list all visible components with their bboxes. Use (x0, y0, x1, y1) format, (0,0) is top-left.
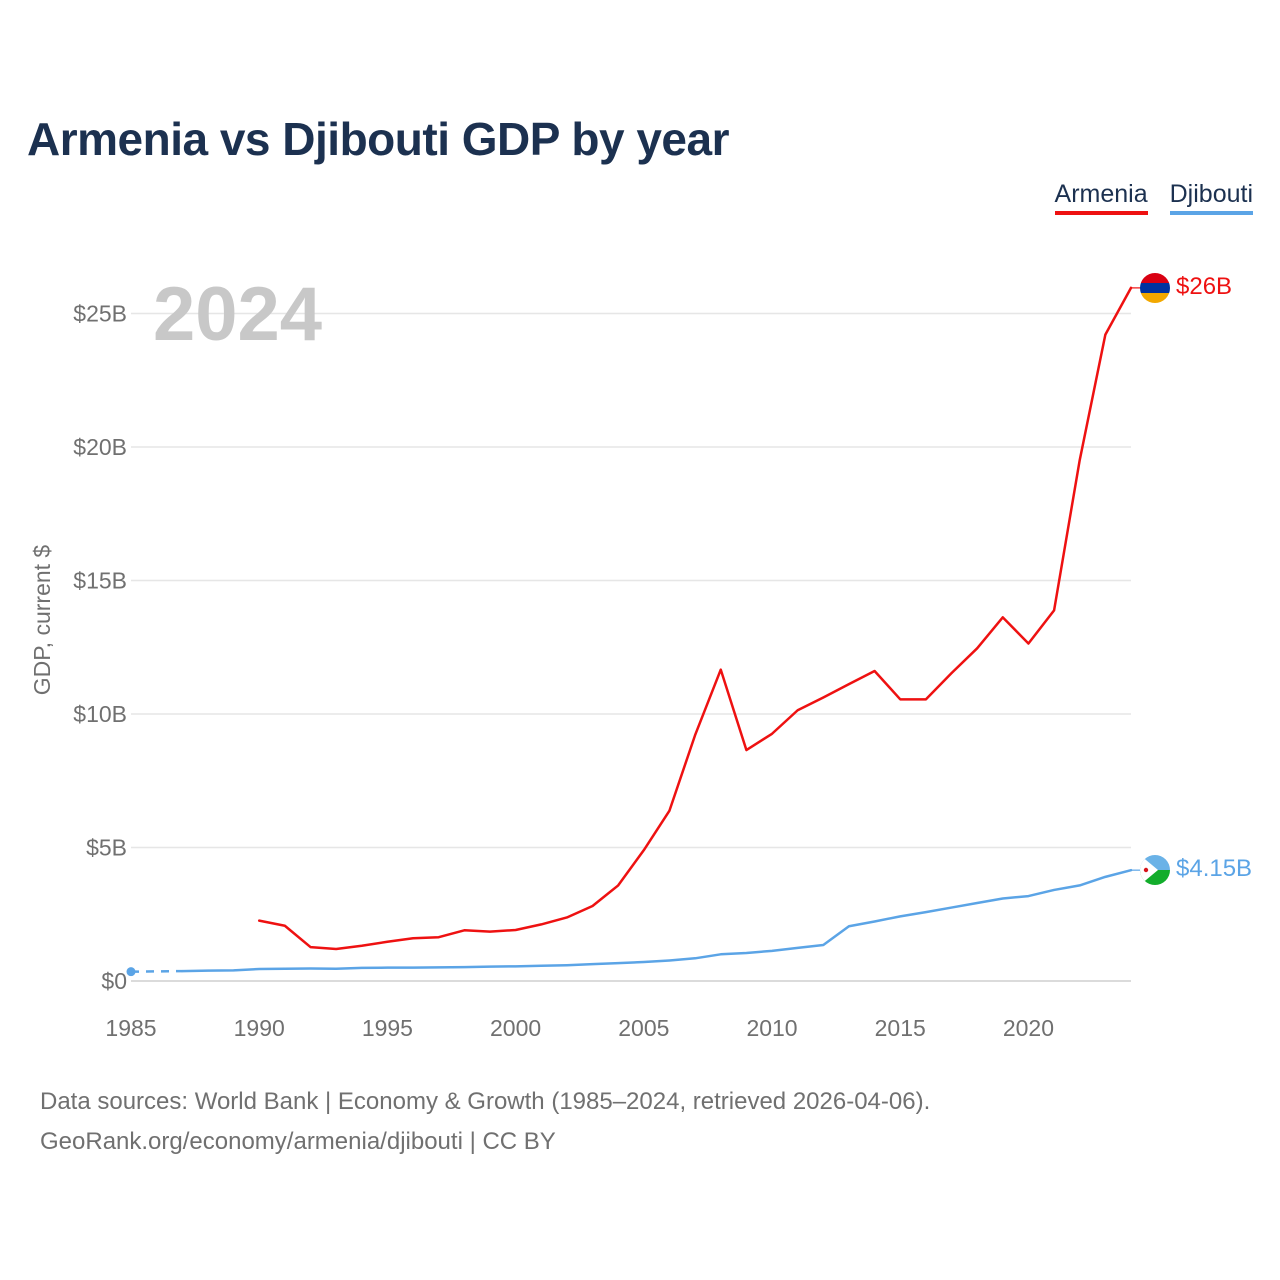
y-tick-label: $20B (73, 434, 127, 460)
y-axis-title: GDP, current $ (29, 545, 55, 696)
y-tick-label: $5B (86, 835, 127, 861)
x-tick-label: 2005 (618, 1015, 669, 1041)
y-tick-label: $15B (73, 568, 127, 594)
legend-item-armenia[interactable]: Armenia (1054, 180, 1148, 215)
year-watermark: 2024 (153, 272, 322, 357)
x-tick-label: 1985 (105, 1015, 156, 1041)
legend-item-djibouti[interactable]: Djibouti (1169, 180, 1253, 215)
x-tick-label: 2015 (875, 1015, 926, 1041)
legend: Armenia Djibouti (1054, 180, 1253, 215)
djibouti-flag-icon (1140, 855, 1170, 885)
y-tick-label: $0 (101, 968, 127, 994)
footer: Data sources: World Bank | Economy & Gro… (40, 1082, 930, 1162)
series-line-djibouti (181, 868, 1133, 973)
x-tick-label: 1990 (234, 1015, 285, 1041)
x-axis: 1985 1990 1995 2000 2005 2010 2015 2020 (105, 1015, 1054, 1041)
djibouti-end-label: $4.15B (1176, 855, 1252, 882)
series-line-djibouti-dashed (130, 969, 183, 973)
y-tick-label: $10B (73, 701, 127, 727)
series-lines (126, 286, 1141, 977)
attribution-link[interactable]: GeoRank.org/economy/armenia/djibouti | C… (40, 1128, 556, 1155)
armenia-end-label: $26B (1176, 273, 1232, 300)
x-tick-label: 2010 (746, 1015, 797, 1041)
x-tick-label: 2000 (490, 1015, 541, 1041)
armenia-flag-icon (1140, 273, 1170, 303)
series-start-point-djibouti (126, 967, 136, 977)
x-tick-label: 2020 (1003, 1015, 1054, 1041)
y-tick-label: $25B (73, 301, 127, 327)
source-note: Data sources: World Bank | Economy & Gro… (40, 1088, 931, 1115)
x-tick-label: 1995 (362, 1015, 413, 1041)
gridlines (131, 312, 1131, 982)
chart-title: Armenia vs Djibouti GDP by year (27, 113, 730, 165)
y-axis: $0 $5B $10B $15B $20B $25B (73, 301, 127, 995)
series-line-armenia (257, 286, 1133, 951)
